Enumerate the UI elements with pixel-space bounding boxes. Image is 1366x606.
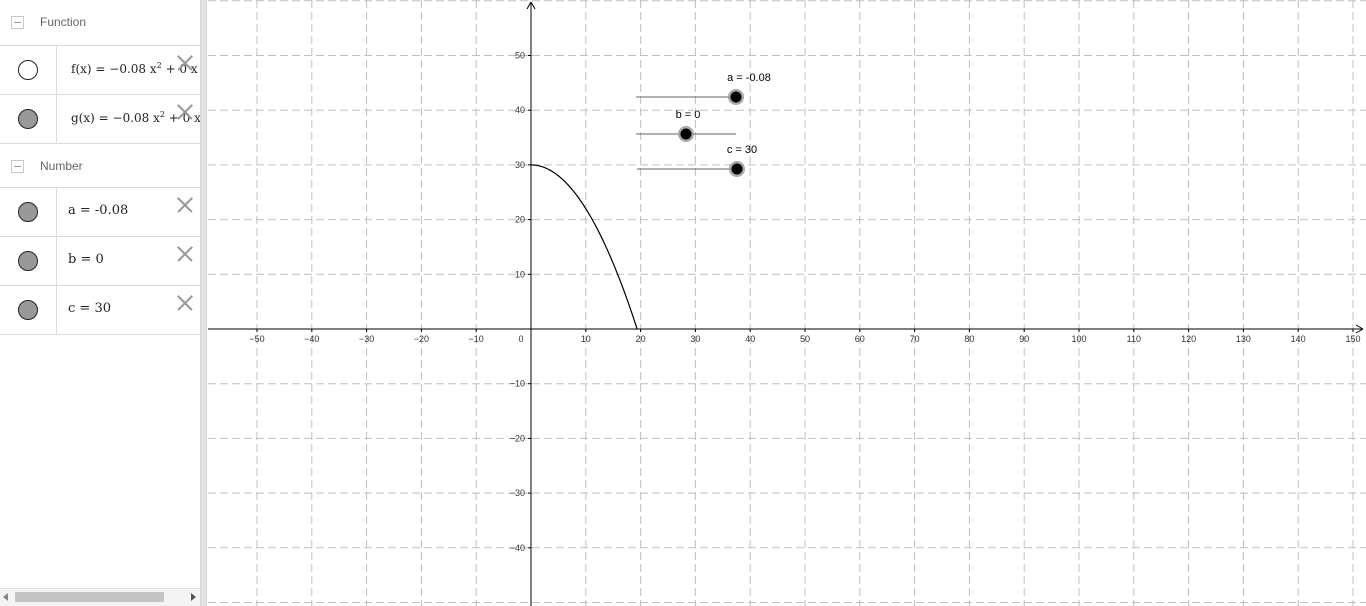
x-axis-arrow-icon [1355,324,1364,334]
graph-g[interactable] [530,164,638,330]
y-tick-label: −10 [510,379,525,389]
scroll-right-arrow-icon[interactable] [191,593,196,601]
x-tick-label: 90 [1019,334,1029,344]
visibility-toggle[interactable] [0,46,57,94]
slider-label: a = -0.08 [727,72,771,84]
close-icon[interactable] [176,54,194,72]
close-icon[interactable] [176,245,194,263]
x-tick-label: 0 [518,334,523,344]
scroll-thumb[interactable] [15,592,164,602]
sliders[interactable]: a = -0.08 b = 0 c = 30 [636,72,771,177]
x-tick-label: 10 [581,334,591,344]
y-tick-label: −40 [510,543,525,553]
x-tick-label: 60 [855,334,865,344]
slider-label: b = 0 [676,109,701,121]
x-tick-label: 120 [1181,334,1196,344]
visibility-toggle[interactable] [0,188,57,236]
group-label: Number [40,159,83,173]
algebra-item-c[interactable]: c = 30 [0,286,200,335]
visibility-marble-icon[interactable] [18,109,38,129]
x-tick-label: 100 [1071,334,1086,344]
x-tick-label: 130 [1236,334,1251,344]
visibility-marble-icon[interactable] [18,202,38,222]
y-tick-label: 10 [515,269,525,279]
algebra-item-f[interactable]: f(x) = −0.08 x2 + 0 x [0,46,200,95]
formula-a[interactable]: a = -0.08 [68,203,129,218]
y-tick-label: 40 [515,105,525,115]
x-tick-label: 50 [800,334,810,344]
x-tick-label: 80 [964,334,974,344]
slider-b[interactable]: b = 0 [636,109,736,142]
formula-b[interactable]: b = 0 [68,252,104,267]
close-icon[interactable] [176,294,194,312]
x-tick-label: 70 [910,334,920,344]
grid [208,0,1366,606]
x-tick-label: −40 [304,334,319,344]
y-tick-label: −20 [510,433,525,443]
x-tick-label: 110 [1127,334,1141,344]
slider-label: c = 30 [727,144,757,156]
group-header-function[interactable]: Function [0,0,200,46]
y-tick-label: 20 [515,215,525,225]
x-tick-label: 140 [1291,334,1306,344]
collapse-icon[interactable] [11,16,24,29]
x-tick-label: −30 [359,334,374,344]
x-tick-label: 20 [636,334,646,344]
x-tick-label: 30 [690,334,700,344]
graphics-canvas[interactable]: −50 −40 −30 −20 −10 0 10 20 30 40 50 60 70 80 90 100 110… [208,0,1366,606]
y-tick-label: −30 [510,488,525,498]
algebra-item-g[interactable]: g(x) = −0.08 x2 + 0 x [0,95,200,144]
close-icon[interactable] [176,103,194,121]
x-tick-label: −10 [469,334,484,344]
slider-knob[interactable] [730,91,742,103]
x-tick-label: 150 [1345,334,1360,344]
y-tick-label: 30 [515,160,525,170]
visibility-marble-icon[interactable] [18,300,38,320]
slider-knob[interactable] [731,163,743,175]
slider-a[interactable]: a = -0.08 [636,72,771,105]
algebra-view: Function f(x) = −0.08 x2 + 0 x g(x) = −0… [0,0,200,606]
x-tick-label: −50 [249,334,264,344]
horizontal-scrollbar[interactable] [0,588,200,606]
y-tick-label: 50 [515,51,525,61]
visibility-marble-icon[interactable] [18,60,38,80]
function-graph[interactable] [530,164,638,330]
x-tick-label: −20 [414,334,429,344]
panel-divider[interactable] [200,0,207,606]
y-axis-arrow-icon [526,1,536,10]
graphics-view[interactable]: −50 −40 −30 −20 −10 0 10 20 30 40 50 60 70 80 90 100 110… [208,0,1366,606]
visibility-toggle[interactable] [0,237,57,285]
axes [208,1,1364,606]
close-icon[interactable] [176,196,194,214]
tick-labels: −50 −40 −30 −20 −10 0 10 20 30 40 50 60 70 80 90 100 110… [249,51,1360,553]
group-header-number[interactable]: Number [0,144,200,188]
formula-c[interactable]: c = 30 [68,301,111,316]
slider-c[interactable]: c = 30 [637,144,757,177]
group-label: Function [40,15,87,29]
visibility-toggle[interactable] [0,286,57,334]
algebra-item-b[interactable]: b = 0 [0,237,200,286]
scroll-left-arrow-icon[interactable] [3,593,8,601]
x-tick-label: 40 [745,334,755,344]
slider-knob[interactable] [680,128,692,140]
algebra-item-a[interactable]: a = -0.08 [0,188,200,237]
collapse-icon[interactable] [11,160,24,173]
visibility-toggle[interactable] [0,95,57,143]
visibility-marble-icon[interactable] [18,251,38,271]
